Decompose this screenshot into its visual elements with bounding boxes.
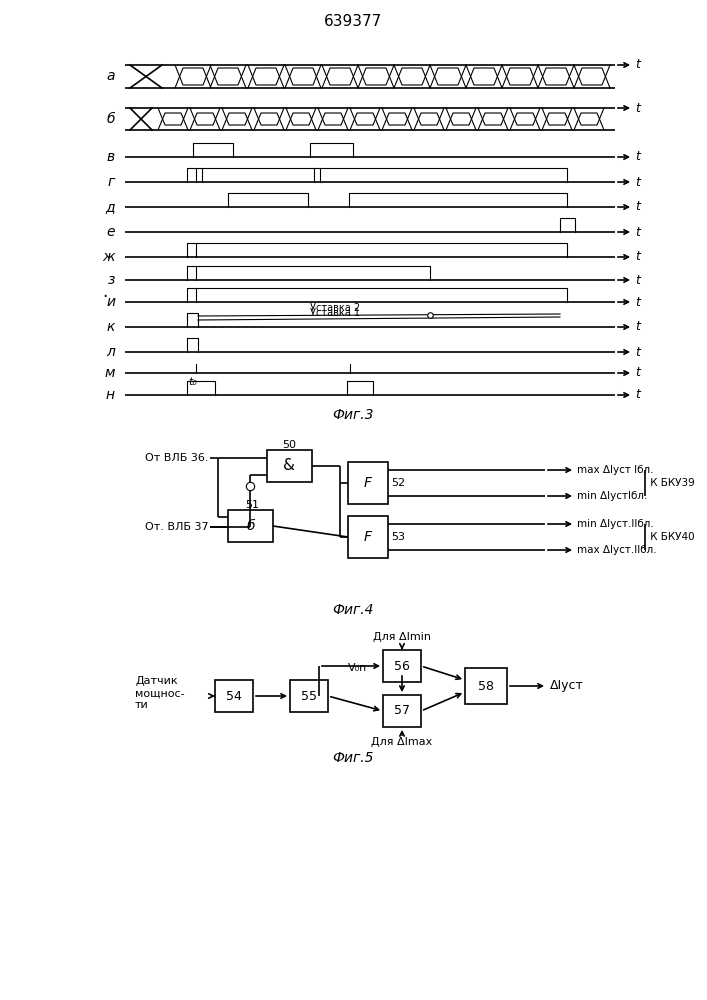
Text: t: t xyxy=(635,200,640,214)
Text: От. ВЛБ 37: От. ВЛБ 37 xyxy=(145,522,209,532)
Text: Для ΔImin: Для ΔImin xyxy=(373,632,431,642)
Text: max ΔIуст Iбл.: max ΔIуст Iбл. xyxy=(577,465,653,475)
Text: ·: · xyxy=(102,288,107,306)
Text: К БКУ40: К БКУ40 xyxy=(647,532,694,542)
Text: t: t xyxy=(635,226,640,238)
Text: ΔIуст: ΔIуст xyxy=(550,680,584,692)
Text: б: б xyxy=(246,519,255,533)
Bar xyxy=(348,462,388,504)
Text: и: и xyxy=(106,295,115,309)
Bar xyxy=(383,695,421,727)
Text: Датчик
мощнос-
ти: Датчик мощнос- ти xyxy=(135,676,185,710)
Bar xyxy=(348,516,388,558)
Bar xyxy=(383,650,421,682)
Text: Фиг.4: Фиг.4 xyxy=(332,603,374,617)
Text: 50: 50 xyxy=(283,440,296,450)
Text: t: t xyxy=(635,346,640,359)
Text: t: t xyxy=(635,366,640,379)
Text: Уставка 1: Уставка 1 xyxy=(310,308,360,318)
Text: t: t xyxy=(635,388,640,401)
Text: 56: 56 xyxy=(394,660,410,672)
Text: t: t xyxy=(635,176,640,188)
Text: Уставка 2: Уставка 2 xyxy=(310,303,360,313)
Text: м: м xyxy=(105,366,115,380)
Text: ж: ж xyxy=(103,250,115,264)
Text: н: н xyxy=(106,388,115,402)
Text: в: в xyxy=(107,150,115,164)
Text: t: t xyxy=(635,150,640,163)
Text: t: t xyxy=(635,296,640,308)
Text: 58: 58 xyxy=(478,680,494,692)
Text: Для ΔImax: Для ΔImax xyxy=(371,737,433,747)
Text: 51: 51 xyxy=(245,500,259,510)
Text: 57: 57 xyxy=(394,704,410,718)
Text: 54: 54 xyxy=(226,690,242,702)
Bar xyxy=(290,680,328,712)
Text: F: F xyxy=(364,476,372,490)
Text: 53: 53 xyxy=(391,532,405,542)
Text: min ΔIустIбл.: min ΔIустIбл. xyxy=(577,491,648,501)
Bar xyxy=(228,510,273,542)
Text: &: & xyxy=(284,458,296,474)
Text: Фиг.5: Фиг.5 xyxy=(332,751,374,765)
Text: t: t xyxy=(635,58,640,72)
Text: 52: 52 xyxy=(391,478,405,488)
Bar xyxy=(215,680,253,712)
Text: min ΔIуст.IIбл.: min ΔIуст.IIбл. xyxy=(577,519,654,529)
Text: б: б xyxy=(107,112,115,126)
Text: От ВЛБ 36.: От ВЛБ 36. xyxy=(145,453,209,463)
Text: F: F xyxy=(364,530,372,544)
Bar xyxy=(465,668,507,704)
Text: К БКУ39: К БКУ39 xyxy=(647,478,695,488)
Text: t: t xyxy=(635,250,640,263)
Text: з: з xyxy=(107,273,115,287)
Text: 55: 55 xyxy=(301,690,317,702)
Text: t₀: t₀ xyxy=(189,377,197,387)
Text: 639377: 639377 xyxy=(324,14,382,29)
Text: е: е xyxy=(107,225,115,239)
Text: а: а xyxy=(107,70,115,84)
Bar xyxy=(267,450,312,482)
Text: t: t xyxy=(635,273,640,286)
Text: Фиг.3: Фиг.3 xyxy=(332,408,374,422)
Text: г: г xyxy=(107,175,115,189)
Text: V₀n: V₀n xyxy=(349,663,368,673)
Text: t: t xyxy=(635,320,640,334)
Text: д: д xyxy=(105,200,115,214)
Text: t: t xyxy=(635,102,640,114)
Text: к: к xyxy=(107,320,115,334)
Text: л: л xyxy=(106,345,115,359)
Text: max ΔIуст.IIбл.: max ΔIуст.IIбл. xyxy=(577,545,657,555)
